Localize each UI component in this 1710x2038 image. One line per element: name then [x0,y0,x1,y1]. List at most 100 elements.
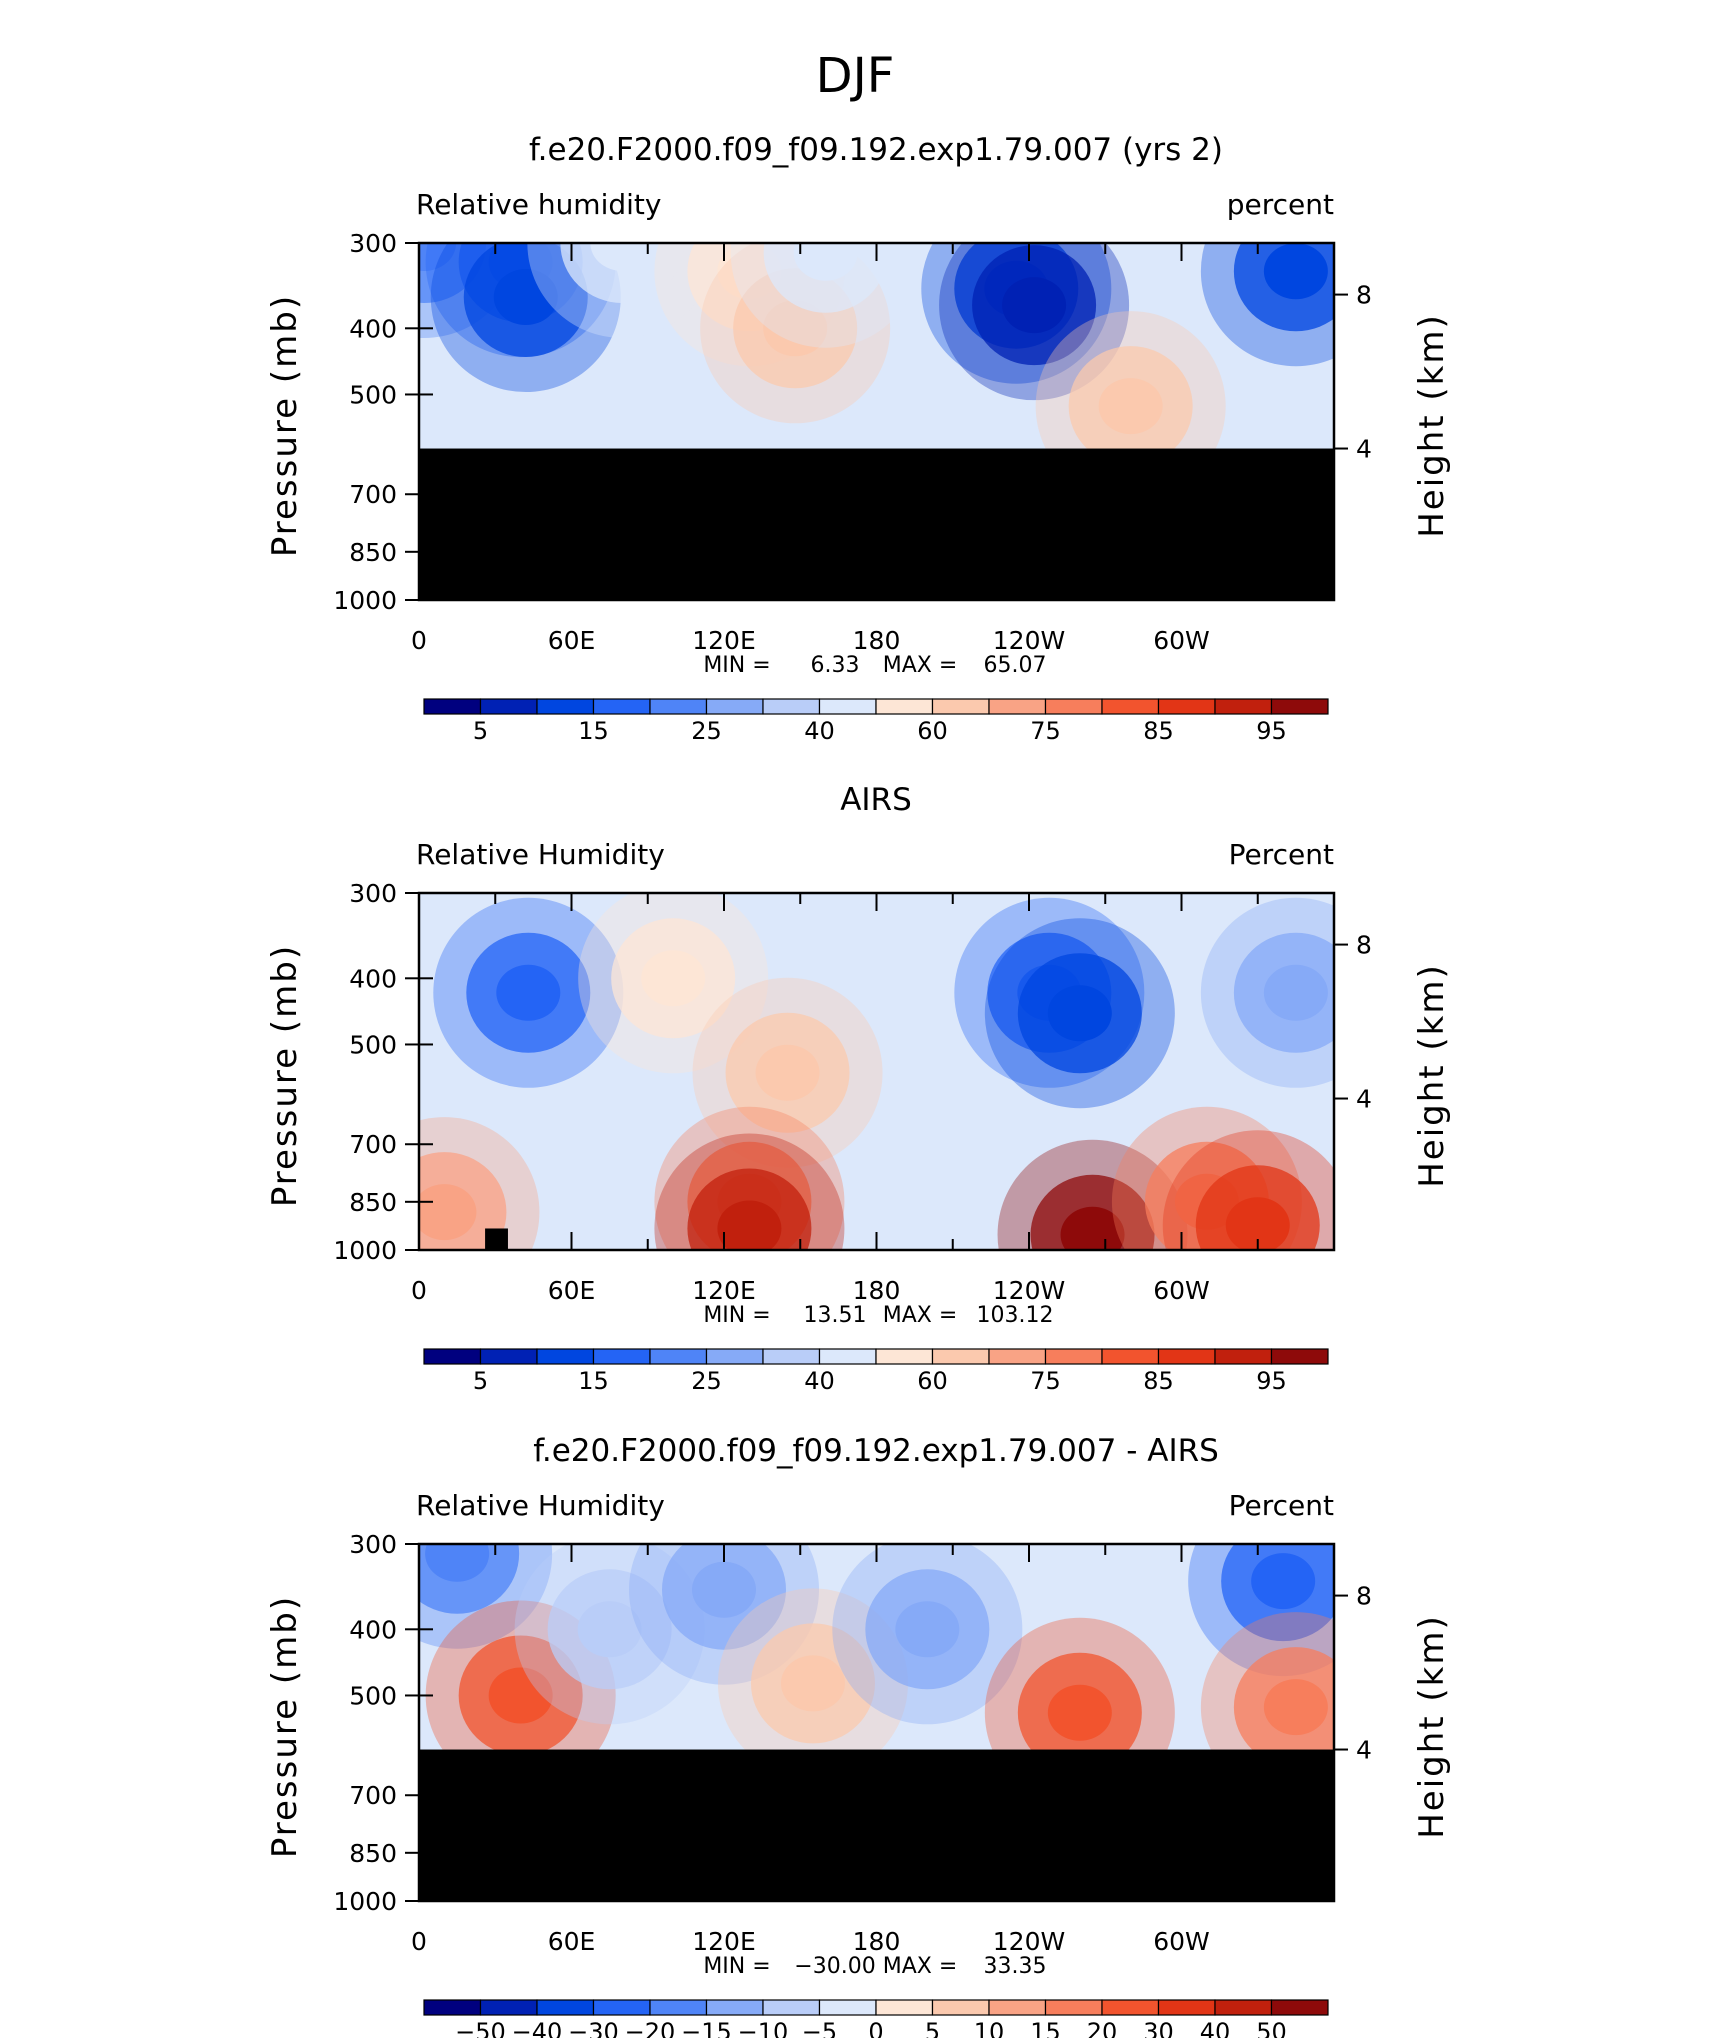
y-tick-label: 400 [349,314,397,343]
panel-title: f.e20.F2000.f09_f09.192.exp1.79.007 (yrs… [529,132,1223,168]
x-tick-label: 60W [1153,1276,1210,1305]
field-blob-core [1251,1553,1316,1610]
height-tick-label: 8 [1356,1582,1372,1611]
colorbar-label: −50 [455,2018,506,2038]
colorbar-box [818,1999,877,2016]
x-tick-label: 60E [548,1276,596,1305]
colorbar-box [1044,1348,1103,1365]
x-tick-label: 120E [692,1927,756,1956]
min-value: −30.00 [794,1954,875,1979]
field-blob-core [763,300,828,357]
colorbar-label: 60 [917,1367,948,1395]
colorbar-box [592,1999,651,2016]
field-label: Relative Humidity [416,838,665,871]
colorbar-box [875,698,934,715]
colorbar-label: 75 [1030,1367,1061,1395]
field-blob-core [755,1044,820,1101]
colorbar-box [875,1348,934,1365]
colorbar-label: −10 [738,2018,789,2038]
colorbar-box [705,1348,764,1365]
min-value: 13.51 [804,1303,867,1328]
colorbar-box [875,1999,934,2016]
field-label: Relative humidity [416,188,661,221]
colorbar-box [1270,1999,1329,2016]
height-tick-label: 4 [1356,1085,1372,1114]
colorbar-box [479,1999,538,2016]
y-tick-label: 1000 [333,586,397,615]
colorbar-box [988,1348,1047,1365]
y-tick-label: 850 [349,1839,397,1868]
field-blob-core [419,1184,477,1241]
field-blob-core [425,1544,490,1582]
colorbar-label: 20 [1087,2018,1118,2038]
colorbar-box [1157,698,1216,715]
height-tick-label: 4 [1356,1736,1372,1765]
colorbar-label: 25 [691,1367,722,1395]
y-axis-label: Pressure (mb) [265,1595,305,1858]
field-blob-core [577,1601,642,1658]
colorbar-box [1044,698,1103,715]
y-tick-label: 400 [349,1615,397,1644]
height-tick-label: 4 [1356,435,1372,464]
field-blob-core [493,269,558,326]
x-tick-label: 180 [853,1927,901,1956]
x-tick-label: 120W [993,1276,1065,1305]
panel-3: f.e20.F2000.f09_f09.192.exp1.79.007 - AI… [265,1433,1452,2038]
max-label: MAX = [883,653,958,678]
field-blob-core [1002,277,1067,334]
height-axis-label: Height (km) [1412,313,1452,538]
colorbar-box [536,1999,595,2016]
colorbar-box [479,698,538,715]
colorbar-label: 40 [1200,2018,1231,2038]
min-label: MIN = [703,1954,770,1979]
y-tick-label: 300 [349,229,397,258]
colorbar: 5 15 25 40 60 75 85 95 [423,1348,1329,1395]
colorbar-box [536,1348,595,1365]
field-blob-core [419,243,457,271]
y-tick-label: 500 [349,380,397,409]
x-tick-label: 60E [548,626,596,655]
field-blob-core [1060,1206,1125,1250]
colorbar-label: −20 [625,2018,676,2038]
x-tick-label: 0 [411,1927,427,1956]
field-blob-core [641,950,706,1007]
colorbar-label: 50 [1256,2018,1287,2038]
colorbar-label: −5 [802,2018,837,2038]
colorbar-label: 95 [1256,717,1287,745]
field-blob-core [1263,1679,1328,1736]
colorbar-box [1270,1348,1329,1365]
y-tick-label: 300 [349,879,397,908]
colorbar-box [649,1348,708,1365]
colorbar-label: 15 [1030,2018,1061,2038]
colorbar-box [1044,1999,1103,2016]
colorbar-box [988,1999,1047,2016]
field-blob [560,243,685,303]
colorbar-box [988,698,1047,715]
x-tick-label: 180 [853,1276,901,1305]
colorbar-box [931,1348,990,1365]
colorbar-label: 60 [917,717,948,745]
max-value: 103.12 [977,1303,1054,1328]
y-tick-label: 500 [349,1030,397,1059]
units-label: percent [1227,188,1334,221]
y-tick-label: 850 [349,1188,397,1217]
field-label: Relative Humidity [416,1489,665,1522]
max-value: 33.35 [984,1954,1047,1979]
x-tick-label: 60E [548,1927,596,1956]
plot-field [419,243,1334,600]
field-blob-core [496,964,561,1021]
height-tick-label: 8 [1356,281,1372,310]
field-blob-core [692,1561,756,1618]
colorbar-label: 5 [473,1367,488,1395]
colorbar-box [649,1999,708,2016]
height-axis-label: Height (km) [1412,1614,1452,1839]
colorbar-box [423,1999,482,2016]
units-label: Percent [1229,1489,1334,1522]
y-tick-label: 500 [349,1681,397,1710]
colorbar-box [1214,1999,1273,2016]
x-tick-label: 0 [411,1276,427,1305]
x-tick-label: 120W [993,1927,1065,1956]
field-blob-core [895,1601,960,1658]
x-tick-label: 180 [853,626,901,655]
